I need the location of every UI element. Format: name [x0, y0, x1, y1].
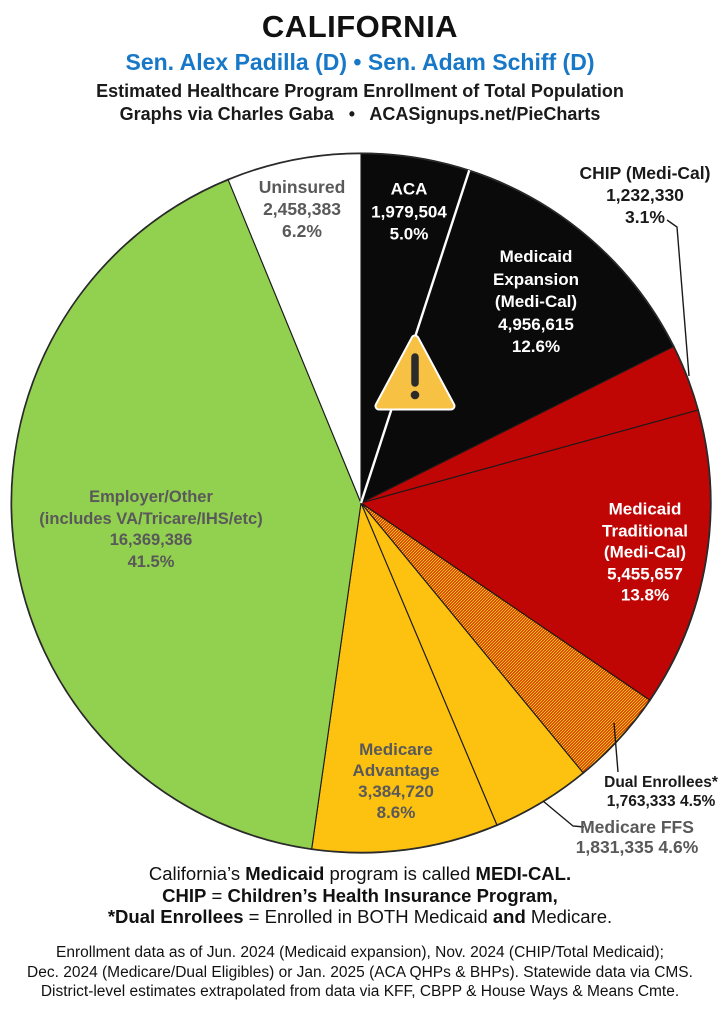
slice-label-line: 6.2% — [282, 221, 322, 241]
pie-outline — [10, 152, 712, 854]
slice-label-line: (Medi-Cal) — [494, 291, 578, 311]
dual-leader-line — [613, 722, 619, 773]
slice-label-medicare_ffs: Medicare FFS 1,831,335 4.6% — [576, 817, 699, 857]
legend-line: *Dual Enrollees = Enrolled in BOTH Medic… — [107, 906, 613, 927]
slice-label-line: Medicare — [359, 740, 433, 759]
footnote-line: District-level estimates extrapolated fr… — [40, 983, 680, 1000]
slice-label-line: 5,455,657 — [607, 563, 683, 583]
pie-slices — [10, 152, 712, 854]
legend-line: CHIP = Children’s Health Insurance Progr… — [162, 884, 558, 906]
slice-label-line: Advantage — [352, 761, 440, 780]
slice-label-employer: Employer/Other (includes VA/Tricare/IHS/e… — [39, 487, 262, 573]
slice-label-line: 3.1% — [625, 207, 665, 227]
slice-label-line: (includes VA/Tricare/IHS/etc) — [39, 509, 263, 528]
slice-label-line: 1,831,335 4.6% — [575, 837, 699, 857]
slice-label-line: 3,384,720 — [358, 782, 434, 801]
slice-label-uninsured: Uninsured 2,458,383 6.2% — [259, 176, 346, 242]
warning-icon — [374, 334, 456, 411]
slice-label-line: Traditional — [602, 520, 688, 540]
chart-subtitle: Estimated Healthcare Program Enrollment … — [96, 81, 624, 101]
slice-label-line: Medicaid — [608, 499, 682, 519]
slice-label-line: 16,369,386 — [109, 531, 193, 549]
footnotes: Enrollment data as of Jun. 2024 (Medicai… — [0, 943, 720, 1002]
credit-line: Graphs via Charles Gaba • ACASignups.net… — [119, 104, 601, 124]
slice-label-line: 12.6% — [511, 336, 561, 356]
slice-label-medicaid_traditional: Medicaid Traditional (Medi-Cal) 5,455,657 13… — [602, 498, 688, 606]
footnote-line: Dec. 2024 (Medicare/Dual Eligibles) or J… — [27, 963, 693, 981]
slice-label-aca: ACA 1,979,504 5.0% — [371, 178, 447, 246]
slice-label-line: ACA — [390, 179, 428, 199]
slice-label-line: Medicaid — [499, 246, 573, 266]
slice-label-chip: CHIP (Medi-Cal) 1,232,330 3.1% — [580, 162, 711, 228]
senators-line: Sen. Alex Padilla (D) • Sen. Adam Schiff… — [125, 49, 595, 75]
slice-label-line: Medicare FFS — [580, 817, 694, 837]
slice-label-line: 1,763,333 4.5% — [606, 793, 716, 810]
slice-label-line: 41.5% — [127, 552, 175, 571]
slice-label-line: 13.8% — [620, 585, 670, 605]
slice-label-dual: Dual Enrollees* 1,763,333 4.5% — [604, 773, 718, 811]
slice-label-line: Employer/Other — [89, 488, 213, 506]
slice-label-line: 5.0% — [389, 224, 429, 244]
slice-label-line: CHIP (Medi-Cal) — [579, 163, 711, 183]
footnote-line: Enrollment data as of Jun. 2024 (Medicai… — [56, 944, 664, 961]
slice-label-medicaid_expansion: Medicaid Expansion (Medi-Cal) 4,956,615 12.6… — [493, 246, 579, 359]
slice-label-line: 1,979,504 — [371, 201, 447, 221]
legend: California’s Medicaid program is called … — [0, 863, 720, 928]
slice-label-line: 1,232,330 — [606, 185, 684, 205]
header: CALIFORNIA Sen. Alex Padilla (D) • Sen. … — [0, 10, 720, 126]
slice-label-line: 8.6% — [376, 803, 416, 822]
slice-label-line: 4,956,615 — [498, 314, 574, 334]
slice-label-line: Expansion — [493, 269, 579, 289]
ffs-leader-line — [542, 800, 585, 828]
slice-label-medicare_advantage: Medicare Advantage 3,384,720 8.6% — [353, 739, 440, 823]
slice-label-line: (Medi-Cal) — [603, 542, 687, 562]
state-title: CALIFORNIA — [261, 9, 459, 44]
slice-label-line: Dual Enrollees* — [604, 774, 718, 791]
legend-line: California’s Medicaid program is called … — [148, 863, 572, 884]
chip-leader-line — [666, 219, 690, 377]
slice-label-line: 2,458,383 — [263, 199, 341, 219]
slice-label-line: Uninsured — [258, 177, 346, 197]
